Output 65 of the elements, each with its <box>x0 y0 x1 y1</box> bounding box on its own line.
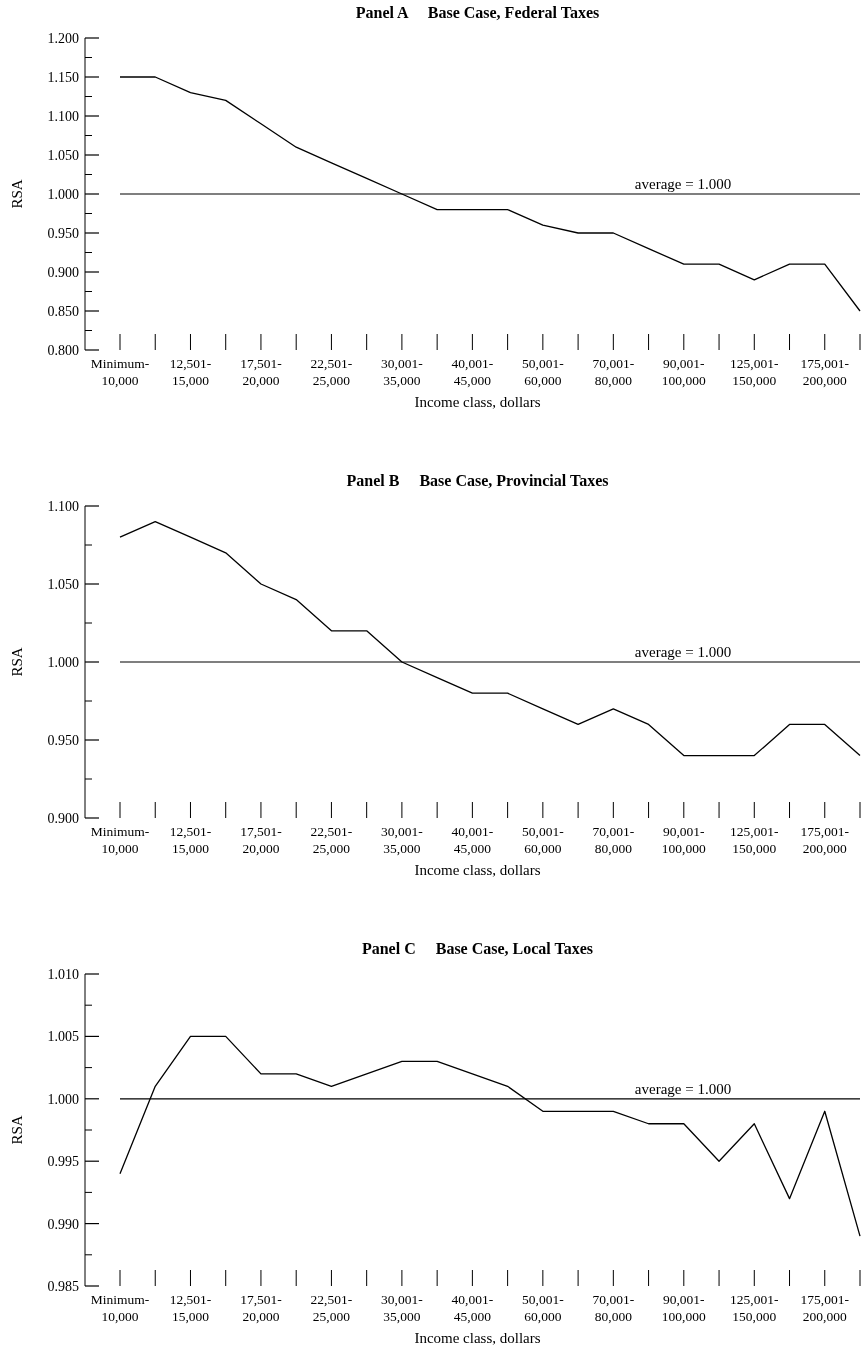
y-tick-label: 1.100 <box>47 109 79 124</box>
x-tick-label: 90,001-100,000 <box>661 1292 706 1324</box>
x-tick-label: 175,001-200,000 <box>800 824 850 856</box>
x-tick-label: 30,001-35,000 <box>381 356 424 388</box>
ref-line-label: average = 1.000 <box>634 176 732 192</box>
y-tick-label: 0.985 <box>47 1279 79 1294</box>
x-tick-label: 50,001-60,000 <box>522 356 565 388</box>
x-tick-label: 90,001-100,000 <box>661 824 706 856</box>
y-axis-title: RSA <box>9 179 25 209</box>
y-tick-label: 1.000 <box>47 1091 79 1107</box>
x-tick-label: 17,501-20,000 <box>240 1292 283 1324</box>
x-tick-label: Minimum-10,000 <box>90 356 150 388</box>
x-tick-label: 22,501-25,000 <box>310 1292 353 1324</box>
y-tick-label: 1.100 <box>47 499 79 514</box>
y-tick-label: 1.050 <box>47 577 79 592</box>
x-tick-label: 12,501-15,000 <box>169 1292 212 1324</box>
x-tick-label: 22,501-25,000 <box>310 824 353 856</box>
x-tick-label: 70,001-80,000 <box>592 824 635 856</box>
chart-title: Panel A Base Case, Federal Taxes <box>355 4 600 21</box>
chart-title: Panel B Base Case, Provincial Taxes <box>346 472 609 489</box>
y-tick-label: 0.800 <box>47 343 79 358</box>
x-axis-title: Income class, dollars <box>414 394 541 410</box>
y-tick-label: 1.005 <box>47 1029 79 1045</box>
x-tick-label: 50,001-60,000 <box>522 824 565 856</box>
y-tick-label: 0.850 <box>47 304 79 319</box>
y-tick-label: 0.990 <box>47 1216 79 1232</box>
y-tick-label: 1.000 <box>47 187 79 202</box>
y-tick-label: 1.000 <box>47 655 79 670</box>
x-tick-label: 17,501-20,000 <box>240 824 283 856</box>
x-tick-label: Minimum-10,000 <box>90 1292 150 1324</box>
y-tick-label: 0.950 <box>47 226 79 241</box>
y-tick-label: 1.050 <box>47 148 79 163</box>
x-tick-label: 125,001-150,000 <box>730 824 779 856</box>
x-tick-label: 175,001-200,000 <box>800 356 850 388</box>
x-axis-title: Income class, dollars <box>414 862 541 878</box>
y-tick-label: 0.950 <box>47 733 79 748</box>
x-tick-label: 175,001-200,000 <box>800 1292 850 1324</box>
ref-line-label: average = 1.000 <box>634 644 732 660</box>
y-tick-label: 0.900 <box>47 811 79 826</box>
x-tick-label: Minimum-10,000 <box>90 824 150 856</box>
y-axis-title: RSA <box>9 1115 25 1145</box>
x-tick-label: 17,501-20,000 <box>240 356 283 388</box>
x-tick-label: 70,001-80,000 <box>592 356 635 388</box>
y-axis-title: RSA <box>9 647 25 677</box>
x-tick-label: 22,501-25,000 <box>310 356 353 388</box>
x-tick-label: 40,001-45,000 <box>451 824 494 856</box>
x-tick-label: 70,001-80,000 <box>592 1292 635 1324</box>
y-tick-label: 1.150 <box>47 70 79 85</box>
x-tick-label: 50,001-60,000 <box>522 1292 565 1324</box>
x-tick-label: 12,501-15,000 <box>169 356 212 388</box>
x-tick-label: 40,001-45,000 <box>451 1292 494 1324</box>
y-tick-label: 1.010 <box>47 967 79 982</box>
x-tick-label: 125,001-150,000 <box>730 1292 779 1324</box>
x-tick-label: 30,001-35,000 <box>381 824 424 856</box>
x-tick-label: 12,501-15,000 <box>169 824 212 856</box>
x-tick-label: 30,001-35,000 <box>381 1292 424 1324</box>
x-tick-label: 40,001-45,000 <box>451 356 494 388</box>
y-tick-label: 0.900 <box>47 265 79 280</box>
y-tick-label: 0.995 <box>47 1154 79 1170</box>
x-tick-label: 90,001-100,000 <box>661 356 706 388</box>
x-tick-label: 125,001-150,000 <box>730 356 779 388</box>
ref-line-label: average = 1.000 <box>634 1080 732 1097</box>
chart-title: Panel C Base Case, Local Taxes <box>361 940 594 957</box>
y-tick-label: 1.200 <box>47 31 79 46</box>
x-axis-title: Income class, dollars <box>414 1330 541 1346</box>
